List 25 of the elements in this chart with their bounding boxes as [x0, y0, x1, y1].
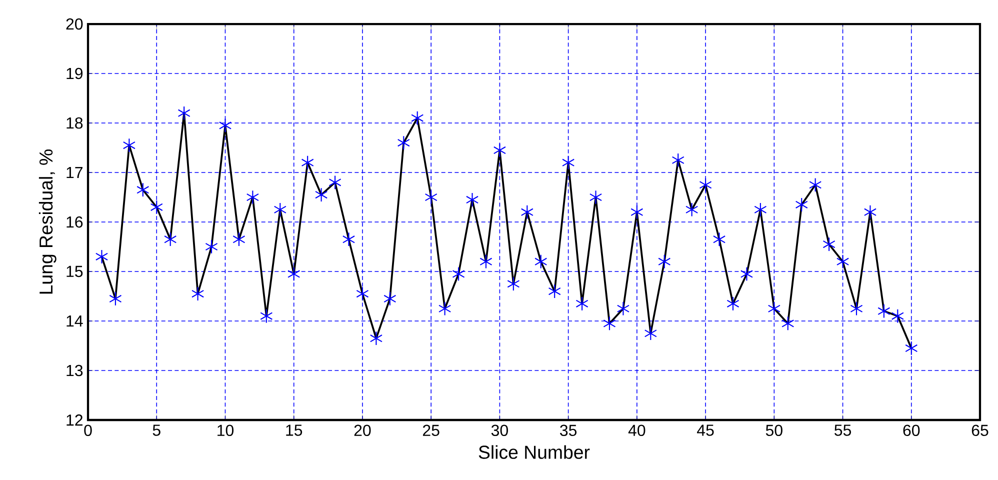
x-tick-label: 10	[218, 424, 234, 436]
y-tick-label: 16	[66, 216, 83, 228]
y-tick-label: 20	[66, 18, 83, 30]
y-tick-label: 13	[66, 364, 83, 376]
y-axis-title: Lung Residual, %	[38, 150, 56, 294]
x-tick-label: 0	[84, 424, 92, 436]
x-tick-label: 50	[766, 424, 782, 436]
y-tick-label: 19	[66, 68, 83, 80]
y-tick-label: 12	[66, 414, 82, 426]
x-tick-label: 25	[422, 424, 440, 436]
x-tick-label: 30	[491, 424, 508, 436]
x-tick-label: 5	[152, 424, 160, 436]
x-tick-label: 15	[286, 424, 302, 436]
x-axis-title: Slice Number	[478, 445, 590, 459]
x-tick-label: 35	[560, 424, 577, 436]
x-tick-label: 20	[354, 424, 371, 436]
x-tick-label: 45	[697, 424, 714, 436]
y-tick-label: 14	[66, 316, 83, 327]
y-tick-label: 17	[66, 167, 82, 178]
x-tick-label: 55	[834, 424, 851, 436]
x-tick-label: 60	[903, 424, 920, 436]
y-tick-label: 18	[66, 117, 83, 129]
y-tick-label: 15	[66, 266, 83, 278]
x-tick-label: 40	[628, 424, 646, 436]
x-tick-label: 65	[972, 424, 988, 436]
